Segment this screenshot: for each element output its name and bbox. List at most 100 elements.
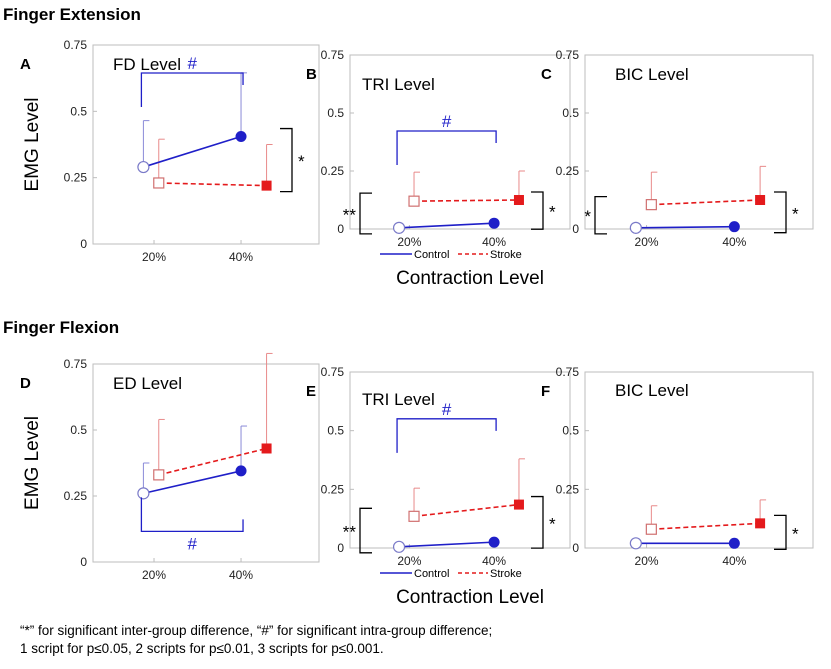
control-series-line: [143, 135, 242, 168]
x-tick-label: 20%: [142, 568, 166, 582]
y-tick-label: 0.5: [70, 104, 87, 118]
legend-stroke-label: Stroke: [490, 568, 522, 580]
control-point-20: [629, 537, 642, 550]
y-tick-label: 0.5: [562, 424, 579, 438]
x-tick-label: 40%: [722, 235, 746, 249]
y-tick-label: 0.25: [556, 164, 580, 178]
inter-group-bracket: [280, 127, 293, 193]
inter-group-bracket: [774, 191, 787, 234]
x-tick-label: 40%: [229, 250, 253, 264]
panel-title: BIC Level: [615, 381, 689, 400]
axes-frame: [92, 363, 320, 563]
inter-group-marker: **: [343, 523, 357, 542]
stroke-point-40: [755, 518, 766, 529]
control-series-line: [399, 222, 495, 229]
intra-group-marker: #: [187, 534, 197, 553]
y-axis-label: EMG Level: [22, 416, 43, 510]
axes-frame: [584, 371, 814, 549]
stroke-point-20: [153, 177, 165, 189]
y-tick-label: 0.75: [64, 357, 88, 371]
panel-title: FD Level: [113, 55, 181, 74]
inter-group-marker: *: [549, 514, 556, 533]
stroke-point-20: [408, 195, 420, 207]
stroke-point-40: [261, 443, 272, 454]
legend-control-label: Control: [414, 568, 449, 580]
y-tick-label: 0.25: [556, 482, 580, 496]
panel-letter: A: [20, 56, 31, 73]
control-point-40: [488, 217, 500, 229]
y-tick-label: 0.25: [321, 482, 345, 496]
panel-title: ED Level: [113, 374, 182, 393]
inter-group-bracket: [531, 495, 544, 549]
y-tick-label: 0.5: [327, 106, 344, 120]
control-series-line: [635, 225, 735, 229]
intra-group-marker: #: [187, 54, 197, 73]
inter-group-marker: *: [298, 152, 305, 171]
axes-frame: [584, 54, 814, 230]
control-series-line: [399, 541, 495, 548]
control-point-40: [235, 131, 247, 143]
y-tick-label: 0: [80, 237, 87, 251]
inter-group-marker: *: [549, 203, 556, 222]
stroke-point-40: [755, 195, 766, 205]
control-point-20: [137, 487, 150, 500]
inter-group-bracket: [594, 195, 607, 235]
y-tick-label: 0: [80, 555, 87, 569]
y-tick-label: 0.75: [64, 38, 88, 52]
inter-group-bracket: [359, 192, 372, 235]
stroke-point-20: [645, 199, 657, 211]
inter-group-marker: **: [343, 206, 357, 225]
x-tick-label: 20%: [397, 235, 421, 249]
intra-group-bracket: [140, 72, 244, 107]
axes-frame: [349, 54, 571, 230]
y-tick-label: 0.5: [327, 424, 344, 438]
y-tick-label: 0.5: [70, 423, 87, 437]
panel-d: 0 0.25 0.5 0.75 20% 40% D ED Level # EMG Level: [20, 352, 320, 582]
x-axis-label: Contraction Level: [396, 587, 544, 608]
stroke-point-40: [513, 195, 524, 205]
y-tick-label: 0: [337, 222, 344, 236]
y-tick-label: 0.75: [556, 48, 580, 62]
x-axis-label: Contraction Level: [396, 268, 544, 289]
y-axis-label: EMG Level: [22, 98, 43, 192]
panel-letter: B: [306, 66, 317, 83]
panel-title: BIC Level: [615, 65, 689, 84]
panel-letter: E: [306, 383, 316, 400]
panel-a: 0 0.25 0.5 0.75 20% 40% A FD Level # * EMG Level: [20, 38, 320, 264]
panel-title: TRI Level: [362, 75, 435, 94]
y-tick-label: 0.75: [321, 48, 345, 62]
stroke-series-line: [413, 503, 520, 518]
legend-control-label: Control: [414, 249, 449, 261]
panel-f: 0 0.25 0.5 0.75 20% 40% F BIC Level *: [541, 365, 814, 568]
control-point-20: [392, 540, 406, 553]
y-tick-label: 0.25: [64, 489, 88, 503]
intra-group-bracket: [396, 130, 497, 165]
control-series-line: [143, 470, 242, 495]
x-tick-label: 20%: [397, 554, 421, 568]
x-tick-label: 20%: [635, 554, 659, 568]
stroke-series-line: [651, 199, 761, 206]
caption-line-2: 1 script for p≤0.05, 2 scripts for p≤0.0…: [20, 641, 384, 656]
inter-group-marker: *: [792, 204, 799, 223]
inter-group-marker: *: [792, 524, 799, 543]
x-tick-label: 40%: [229, 568, 253, 582]
stroke-series-line: [158, 182, 267, 187]
y-tick-label: 0: [337, 541, 344, 555]
panel-letter: F: [541, 383, 550, 400]
stroke-point-40: [261, 180, 272, 191]
panel-letter: D: [20, 375, 31, 392]
intra-group-marker: #: [442, 112, 452, 131]
stroke-series-line: [651, 522, 761, 531]
inter-group-marker: *: [584, 207, 591, 226]
stroke-series-line: [414, 199, 519, 202]
panel-letter: C: [541, 66, 552, 83]
stroke-point-20: [408, 510, 420, 522]
control-point-40: [728, 221, 740, 233]
control-point-20: [392, 221, 406, 234]
x-tick-label: 40%: [482, 235, 506, 249]
control-point-20: [137, 160, 150, 174]
caption-line-1: “*” for significant inter-group differen…: [20, 623, 493, 638]
